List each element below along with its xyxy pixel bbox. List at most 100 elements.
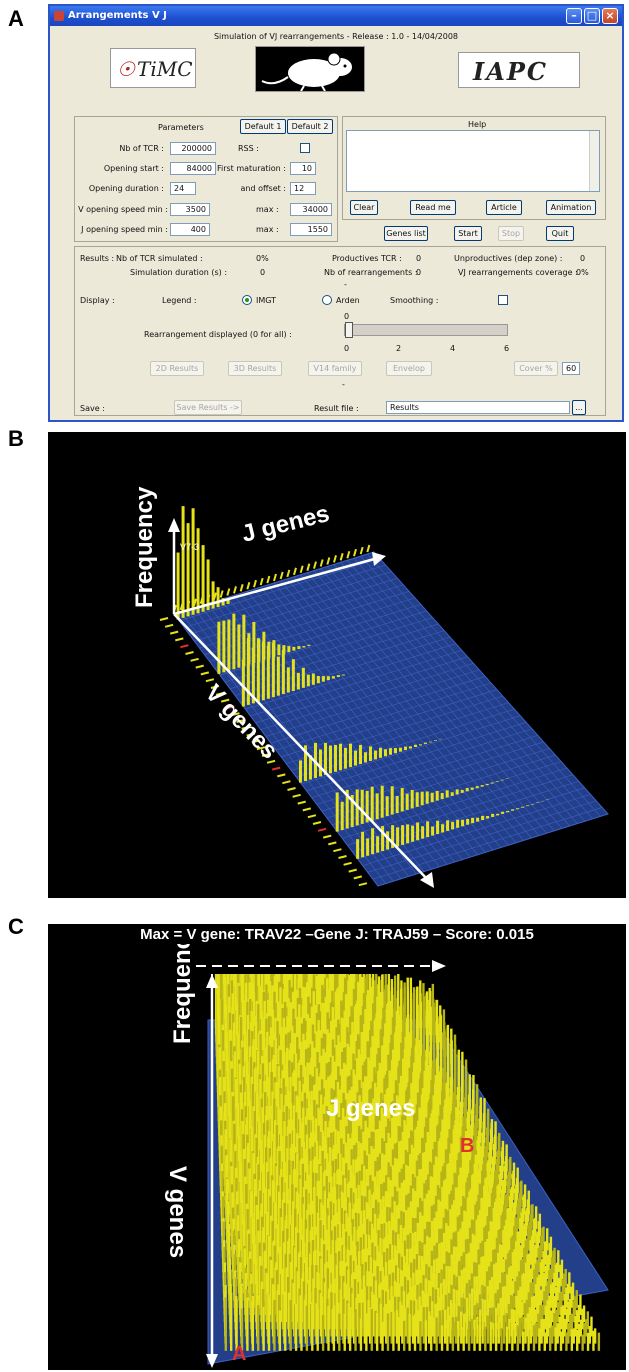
- v-speed-min-input[interactable]: 3500: [170, 203, 210, 216]
- plot-b-j-tick: [306, 563, 311, 571]
- plot-b-gridline: [353, 558, 586, 822]
- animation-button[interactable]: Animation: [546, 200, 596, 215]
- quit-button[interactable]: Quit: [546, 226, 574, 241]
- imgt-radio[interactable]: [242, 295, 252, 305]
- plot-b-gridline: [280, 580, 501, 848]
- default-1-button[interactable]: Default 1: [240, 119, 286, 134]
- arden-radio[interactable]: [322, 295, 332, 305]
- save-results-button[interactable]: Save Results ->: [174, 400, 242, 415]
- coverage-value: 0%: [576, 268, 589, 277]
- read-me-button[interactable]: Read me: [410, 200, 456, 215]
- slider-value: 0: [344, 312, 350, 321]
- v14-family-button[interactable]: V14 family: [308, 361, 362, 376]
- first-maturation-input[interactable]: 10: [290, 162, 316, 175]
- plot-b-v-tick: [210, 685, 220, 689]
- plot-b-gridline: [273, 582, 494, 851]
- slider-thumb[interactable]: [345, 322, 353, 338]
- productives-value: 0: [416, 254, 422, 263]
- close-icon[interactable]: ×: [602, 8, 618, 24]
- envelop-button[interactable]: Envelop: [386, 361, 432, 376]
- plot-c-vlabel: V genes: [164, 1166, 191, 1258]
- simulation-duration-value: 0: [260, 268, 266, 277]
- plot-b-v-tick: [266, 759, 276, 764]
- plot-b-v-tick: [317, 827, 327, 832]
- plot-b-gridline: [313, 570, 540, 836]
- plot-c-title-text: Max = V gene: TRAV22 –Gene J: TRAJ59 – S…: [140, 926, 534, 943]
- plot-b-gridline: [220, 599, 432, 870]
- cover-percent-button[interactable]: Cover %: [514, 361, 558, 376]
- plot-b-j-tick: [353, 548, 357, 557]
- plot-b-v-tick: [302, 807, 312, 812]
- maximize-icon[interactable]: □: [584, 8, 600, 24]
- minimize-icon[interactable]: –: [566, 8, 582, 24]
- plot-b-ylabel: Frequency: [131, 486, 158, 608]
- plot-b-j-tick: [293, 567, 297, 576]
- plot-b-gridline: [307, 572, 532, 839]
- plot-b-v-tick: [338, 855, 347, 859]
- help-textarea[interactable]: [346, 130, 600, 192]
- plot-b-j-tick: [339, 553, 344, 561]
- plot-b-v-tick: [164, 623, 174, 628]
- plot-b-gridline: [240, 593, 455, 863]
- start-button[interactable]: Start: [454, 226, 482, 241]
- imgt-label: IMGT: [256, 296, 277, 305]
- plot-b-j-tick: [233, 586, 237, 594]
- nb-tcr-label: Nb of TCR :: [119, 144, 164, 153]
- browse-button[interactable]: ...: [572, 400, 586, 415]
- v-speed-max-input[interactable]: 34000: [290, 203, 332, 216]
- plot-b-bars: [159, 506, 550, 887]
- window-subtitle: Simulation of VJ rearrangements - Releas…: [213, 32, 459, 41]
- article-button[interactable]: Article: [486, 200, 522, 215]
- rearrangement-displayed-label: Rearrangement displayed (0 for all) :: [144, 330, 292, 339]
- plot-b-v-tick: [246, 732, 255, 737]
- offset-input[interactable]: 12: [290, 182, 316, 195]
- plot-b-j-tick: [219, 590, 224, 598]
- j-speed-max-input[interactable]: 1550: [290, 223, 332, 236]
- plot-b-v-tick: [292, 793, 301, 798]
- unproductives-label: Unproductives (dep zone) :: [454, 254, 563, 263]
- plot-b-j-tick: [259, 577, 264, 586]
- arden-label: Arden: [336, 296, 360, 305]
- plot-b-v-tick: [277, 773, 286, 778]
- plot-c-xlabel: J genes: [326, 1095, 415, 1122]
- simulation-duration-label: Simulation duration (s) :: [130, 268, 228, 277]
- plot-b-v-tick: [348, 868, 357, 873]
- plot-b-v-tick: [205, 678, 215, 683]
- default-2-button[interactable]: Default 2: [287, 119, 333, 134]
- plot-b-j-arrow: [372, 552, 386, 566]
- opening-start-label: Opening start :: [103, 164, 164, 173]
- parameters-header: Parameters: [158, 123, 204, 132]
- rearrangement-slider[interactable]: [344, 322, 508, 338]
- plot-b-v-tick: [236, 719, 245, 723]
- nb-tcr-input[interactable]: 200000: [170, 142, 216, 155]
- display-dash: -: [342, 380, 345, 389]
- title-bar[interactable]: Arrangements V J – □ ×: [50, 6, 622, 26]
- plot-b-gridline: [187, 609, 394, 882]
- 3d-results-button[interactable]: 3D Results: [228, 361, 282, 376]
- app-icon: [54, 11, 64, 21]
- plot-b-gridline: [333, 564, 563, 829]
- help-group: [342, 116, 606, 220]
- plot-b-v-tick: [271, 766, 281, 771]
- rss-checkbox[interactable]: [300, 143, 310, 153]
- smoothing-checkbox[interactable]: [498, 295, 508, 305]
- opening-duration-input[interactable]: 24: [170, 182, 196, 195]
- plot-b-v-tick: [297, 800, 306, 805]
- stop-button[interactable]: Stop: [498, 226, 524, 241]
- help-scrollbar[interactable]: [589, 131, 599, 191]
- genes-list-button[interactable]: Genes list: [384, 226, 428, 241]
- opening-start-input[interactable]: 84000: [170, 162, 216, 175]
- results-group: [74, 246, 606, 416]
- plot-b-v-tick: [200, 671, 210, 676]
- smoothing-label: Smoothing :: [390, 296, 439, 305]
- plot-b-j-tick: [253, 579, 257, 588]
- plot-b-v-tick: [353, 875, 363, 880]
- clear-button[interactable]: Clear: [350, 200, 378, 215]
- 2d-results-button[interactable]: 2D Results: [150, 361, 204, 376]
- cover-percent-input[interactable]: 60: [562, 362, 580, 375]
- plot-b-gridline: [267, 584, 486, 853]
- j-speed-min-input[interactable]: 400: [170, 223, 210, 236]
- plot-b-j-tick: [186, 600, 191, 609]
- result-file-input[interactable]: Results: [386, 401, 570, 414]
- plot-b-v-tick: [287, 787, 296, 791]
